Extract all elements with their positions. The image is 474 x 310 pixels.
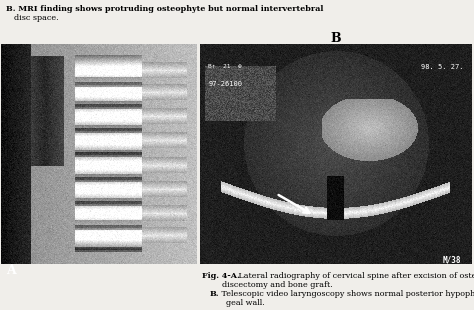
Text: 97-26100: 97-26100	[208, 82, 242, 87]
Text: discectomy and bone graft.: discectomy and bone graft.	[222, 281, 333, 289]
Text: Telescopic video laryngoscopy shows normal posterior hypopharyn-: Telescopic video laryngoscopy shows norm…	[219, 290, 474, 298]
Text: B: B	[331, 32, 341, 45]
Text: A: A	[6, 264, 16, 277]
Text: 98. 5. 27.: 98. 5. 27.	[421, 64, 464, 70]
Text: Fig. 4-A.: Fig. 4-A.	[202, 272, 240, 280]
Text: disc space.: disc space.	[14, 14, 59, 22]
Text: B↑  21  ⊕: B↑ 21 ⊕	[208, 64, 242, 69]
Text: M/38: M/38	[443, 255, 461, 264]
Text: B. MRI finding shows protruding osteophyte but normal intervertebral: B. MRI finding shows protruding osteophy…	[6, 5, 323, 13]
Text: Lateral radiography of cervical spine after excision of osteophyte,: Lateral radiography of cervical spine af…	[236, 272, 474, 280]
Text: geal wall.: geal wall.	[226, 299, 265, 307]
Text: B.: B.	[210, 290, 219, 298]
